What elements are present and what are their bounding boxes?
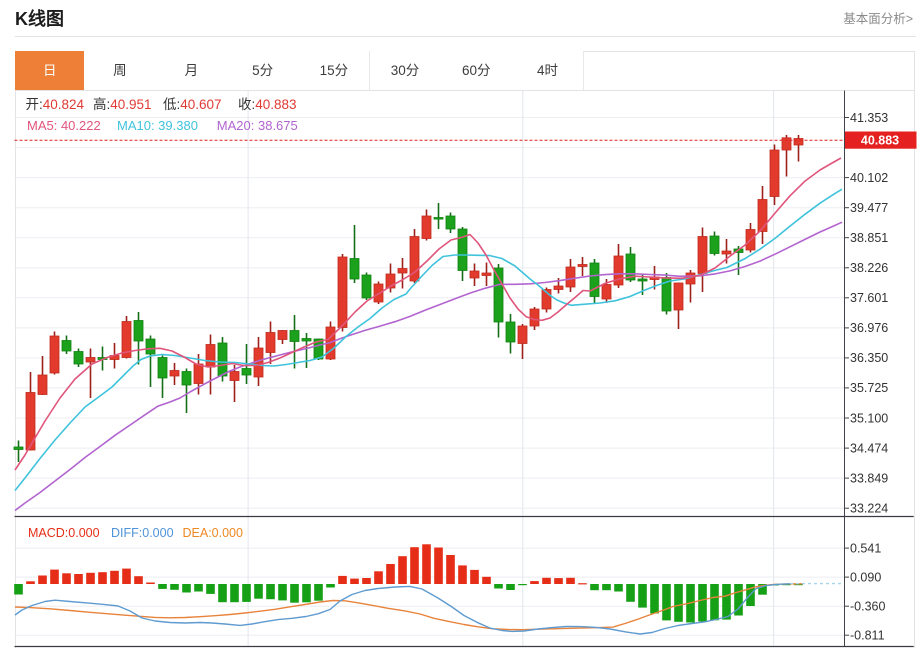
svg-text:40.102: 40.102	[850, 171, 888, 185]
svg-text:-0.360: -0.360	[850, 600, 885, 614]
svg-text:36.976: 36.976	[850, 321, 888, 335]
svg-text:33.224: 33.224	[850, 502, 888, 516]
svg-text:高:40.951: 高:40.951	[93, 96, 152, 112]
svg-text:35.100: 35.100	[850, 411, 888, 425]
svg-text:MA5: 40.222: MA5: 40.222	[27, 118, 101, 133]
svg-text:收:40.883: 收:40.883	[238, 97, 297, 112]
svg-text:DIFF:0.000: DIFF:0.000	[111, 526, 174, 540]
svg-text:41.353: 41.353	[850, 111, 888, 125]
svg-text:40.883: 40.883	[861, 134, 899, 148]
svg-text:-0.811: -0.811	[850, 629, 885, 643]
svg-text:39.477: 39.477	[850, 201, 888, 215]
svg-text:35.725: 35.725	[850, 381, 888, 395]
svg-text:38.226: 38.226	[850, 261, 888, 275]
svg-text:DEA:0.000: DEA:0.000	[183, 526, 244, 540]
svg-text:0.090: 0.090	[850, 570, 881, 584]
svg-text:34.474: 34.474	[850, 441, 888, 455]
svg-text:0.541: 0.541	[850, 541, 881, 555]
svg-text:MA20: 38.675: MA20: 38.675	[217, 118, 298, 133]
svg-text:MA10: 39.380: MA10: 39.380	[117, 118, 198, 133]
svg-text:33.849: 33.849	[850, 471, 888, 485]
svg-text:开:40.824: 开:40.824	[26, 97, 85, 112]
svg-text:36.350: 36.350	[850, 351, 888, 365]
svg-text:37.601: 37.601	[850, 291, 888, 305]
svg-text:低:40.607: 低:40.607	[163, 97, 222, 112]
svg-text:MACD:0.000: MACD:0.000	[28, 526, 100, 540]
svg-text:38.851: 38.851	[850, 231, 888, 245]
